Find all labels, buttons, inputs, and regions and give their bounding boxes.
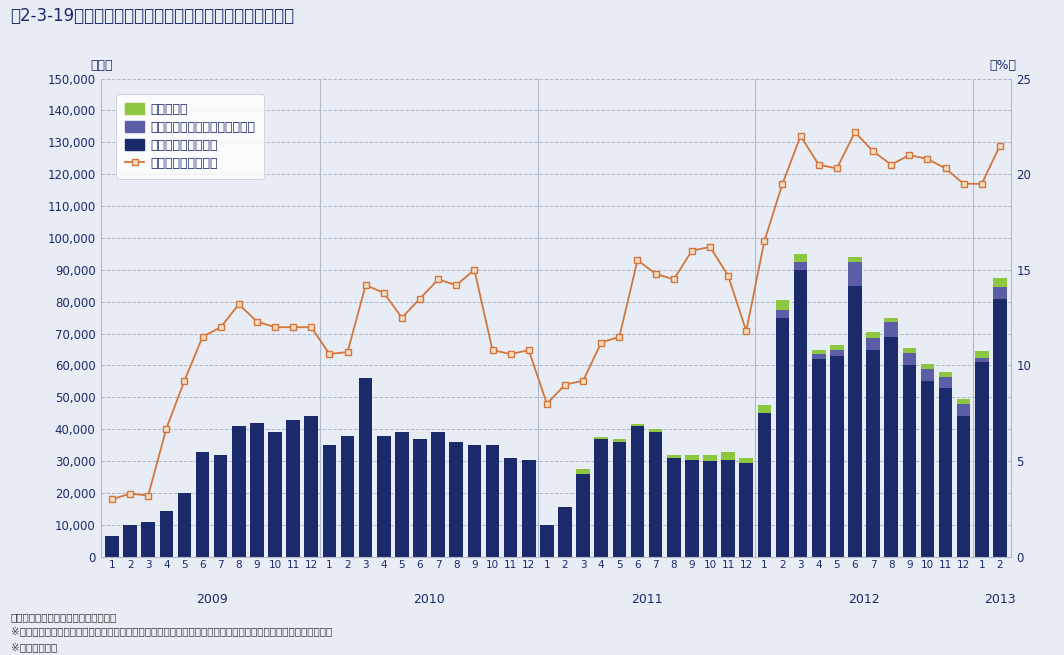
Bar [993,288,1007,299]
Bar [721,451,735,460]
Bar [920,369,934,381]
Bar [595,439,608,557]
Bar [685,460,699,557]
Bar [866,339,880,350]
Bar [758,413,771,557]
Bar [739,462,753,557]
Text: 2009: 2009 [196,593,228,606]
Bar [631,424,645,426]
Bar [830,356,844,557]
Legend: 電気自動車, プラグインハイブリッド自動車, ハイブリッド自動車, 次世代自動車の割合: 電気自動車, プラグインハイブリッド自動車, ハイブリッド自動車, 次世代自動車… [116,94,264,179]
Bar [286,420,300,557]
Bar [703,455,717,461]
Text: （%）: （%） [990,59,1016,72]
Bar [812,350,826,354]
Bar [196,451,210,557]
Bar [160,510,173,557]
Bar [776,300,789,310]
Text: ※統計の制約上、プラグインハイブリッド自動車・ハイブリッド自動車・電気自動車の販売台数より割合を算出。: ※統計の制約上、プラグインハイブリッド自動車・ハイブリッド自動車・電気自動車の販… [11,627,332,637]
Bar [541,525,553,557]
Bar [794,270,808,557]
Bar [178,493,192,557]
Bar [975,362,988,557]
Text: 2010: 2010 [413,593,445,606]
Bar [812,359,826,557]
Bar [123,525,137,557]
Bar [142,521,155,557]
Bar [322,445,336,557]
Bar [866,332,880,339]
Bar [975,351,988,358]
Bar [649,428,663,432]
Bar [938,377,952,388]
Bar [268,432,282,557]
Bar [884,337,898,557]
Bar [250,423,264,557]
Bar [667,455,681,458]
Bar [395,432,409,557]
Bar [938,388,952,557]
Bar [577,474,589,557]
Bar [902,353,916,365]
Bar [957,399,970,403]
Bar [866,350,880,557]
Bar [830,350,844,356]
Bar [631,426,645,557]
Bar [794,254,808,262]
Bar [776,318,789,557]
Bar [957,417,970,557]
Text: （台）: （台） [90,59,113,72]
Text: 2013: 2013 [984,593,1016,606]
Bar [758,405,771,413]
Text: 2011: 2011 [631,593,663,606]
Bar [938,372,952,377]
Bar [794,262,808,270]
Bar [232,426,246,557]
Bar [377,436,390,557]
Bar [685,455,699,460]
Bar [884,318,898,322]
Bar [993,278,1007,288]
Text: 2012: 2012 [848,593,880,606]
Bar [340,436,354,557]
Bar [413,439,427,557]
Bar [920,381,934,557]
Bar [467,445,481,557]
Bar [649,432,663,557]
Text: 資料：一般社団法人日本自動車工業会: 資料：一般社団法人日本自動車工業会 [11,612,117,622]
Bar [105,536,119,557]
Bar [359,378,372,557]
Text: 図2-3-19　ハイブリッド自動車・電気自動車販売台数推移: 図2-3-19 ハイブリッド自動車・電気自動車販売台数推移 [11,7,295,24]
Bar [504,458,517,557]
Bar [667,458,681,557]
Bar [449,442,463,557]
Text: ※国産車のみ。: ※国産車のみ。 [11,642,56,652]
Bar [776,310,789,318]
Bar [920,364,934,369]
Bar [431,432,445,557]
Bar [848,286,862,557]
Bar [577,469,589,474]
Bar [739,458,753,462]
Bar [957,403,970,417]
Bar [830,345,844,350]
Bar [812,354,826,359]
Bar [884,322,898,337]
Bar [848,257,862,262]
Bar [613,442,626,557]
Bar [559,508,571,557]
Bar [214,455,228,557]
Bar [613,439,626,442]
Bar [993,299,1007,557]
Bar [703,461,717,557]
Bar [304,417,318,557]
Bar [486,445,499,557]
Bar [902,348,916,353]
Bar [902,365,916,557]
Bar [595,438,608,439]
Bar [522,460,535,557]
Bar [848,262,862,286]
Bar [721,460,735,557]
Bar [975,358,988,362]
